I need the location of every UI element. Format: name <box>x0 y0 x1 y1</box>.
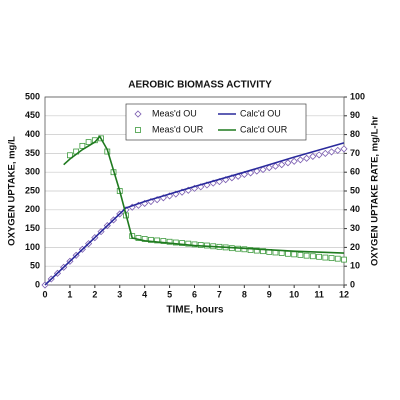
square-marker <box>85 139 92 146</box>
x-tick-label: 5 <box>167 289 172 299</box>
square-marker <box>67 152 73 159</box>
x-tick-label: 6 <box>192 289 197 299</box>
square-marker <box>135 127 141 133</box>
y-tick-label: 50 <box>30 261 40 271</box>
square-marker <box>172 239 179 246</box>
y-tick-label: 200 <box>25 204 40 214</box>
y-axis-label: OXYGEN UPTAKE, mg/L <box>7 136 18 246</box>
diamond-marker <box>259 166 267 174</box>
y2-axis-label: OXYGEN UPTAKE RATE, mg/L-hr <box>370 116 381 266</box>
y-tick-label: 450 <box>25 110 40 120</box>
diamond-marker <box>278 161 286 169</box>
x-tick-label: 7 <box>217 289 222 299</box>
y2-tick-label: 90 <box>350 110 360 120</box>
square-marker <box>303 252 310 259</box>
x-tick-label: 0 <box>42 289 47 299</box>
diamond-marker <box>296 156 304 164</box>
legend-label: Calc'd OUR <box>240 124 288 134</box>
plot-frame <box>44 96 345 286</box>
line <box>44 142 345 286</box>
square-marker <box>185 240 192 247</box>
y-tick-label: 100 <box>25 242 40 252</box>
x-tick-label: 12 <box>339 289 349 299</box>
diamond-marker <box>309 152 317 160</box>
legend-label: Calc'd OU <box>240 108 281 118</box>
y2-tick-label: 20 <box>350 242 360 252</box>
square-marker <box>334 255 341 262</box>
square-marker <box>160 238 167 244</box>
y-tick-label: 350 <box>25 148 40 158</box>
diamond-marker <box>265 164 273 172</box>
y2-tick-label: 30 <box>350 223 360 233</box>
diamond-marker <box>271 162 280 170</box>
square-marker <box>316 253 322 260</box>
diamond-marker <box>340 145 348 153</box>
diamond-marker <box>134 110 142 118</box>
y-tick-label: 150 <box>25 223 40 233</box>
square-marker <box>166 238 173 245</box>
square-marker <box>309 253 316 260</box>
y2-tick-label: 80 <box>350 129 360 139</box>
square-marker <box>135 235 142 241</box>
y-tick-label: 300 <box>25 167 40 177</box>
diamond-marker <box>321 149 329 157</box>
square-marker <box>179 240 185 246</box>
x-tick-label: 8 <box>242 289 247 299</box>
y2-tick-label: 0 <box>350 279 355 289</box>
x-tick-label: 4 <box>142 289 147 299</box>
y-tick-label: 400 <box>25 129 40 139</box>
diamond-marker <box>327 148 336 156</box>
x-tick-label: 3 <box>117 289 122 299</box>
square-marker <box>285 250 291 257</box>
y2-tick-label: 100 <box>350 91 365 101</box>
y2-tick-label: 60 <box>350 167 360 177</box>
y2-tick-label: 70 <box>350 148 360 158</box>
x-tick-label: 1 <box>67 289 72 299</box>
diamond-marker <box>303 154 311 162</box>
diamond-marker <box>290 157 298 165</box>
line <box>63 135 345 254</box>
square-marker <box>191 241 198 248</box>
square-marker <box>247 247 254 253</box>
square-marker <box>297 252 304 258</box>
y-tick-label: 0 <box>35 279 40 289</box>
square-marker <box>253 247 260 254</box>
square-marker <box>322 254 329 261</box>
square-marker <box>341 256 347 263</box>
chart-title: AEROBIC BIOMASS ACTIVITY <box>128 80 272 91</box>
square-marker <box>79 142 86 149</box>
y2-tick-label: 10 <box>350 261 360 271</box>
x-tick-label: 10 <box>289 289 299 299</box>
square-marker <box>328 255 335 262</box>
x-axis-label: TIME, hours <box>166 305 224 316</box>
diamond-marker <box>315 151 323 159</box>
x-tick-label: 9 <box>267 289 272 299</box>
square-marker <box>147 236 154 243</box>
legend-label: Meas'd OU <box>152 108 197 118</box>
square-marker <box>154 237 161 244</box>
legend-label: Meas'd OUR <box>152 124 204 134</box>
x-tick-label: 11 <box>314 289 324 299</box>
diamond-marker <box>334 146 342 154</box>
x-tick-label: 2 <box>92 289 97 299</box>
y2-tick-label: 50 <box>350 185 360 195</box>
y2-tick-label: 40 <box>350 204 360 214</box>
legend-box <box>125 103 307 141</box>
diamond-marker <box>284 159 292 167</box>
y-tick-label: 500 <box>25 91 40 101</box>
square-marker <box>291 251 298 258</box>
y-tick-label: 250 <box>25 185 40 195</box>
